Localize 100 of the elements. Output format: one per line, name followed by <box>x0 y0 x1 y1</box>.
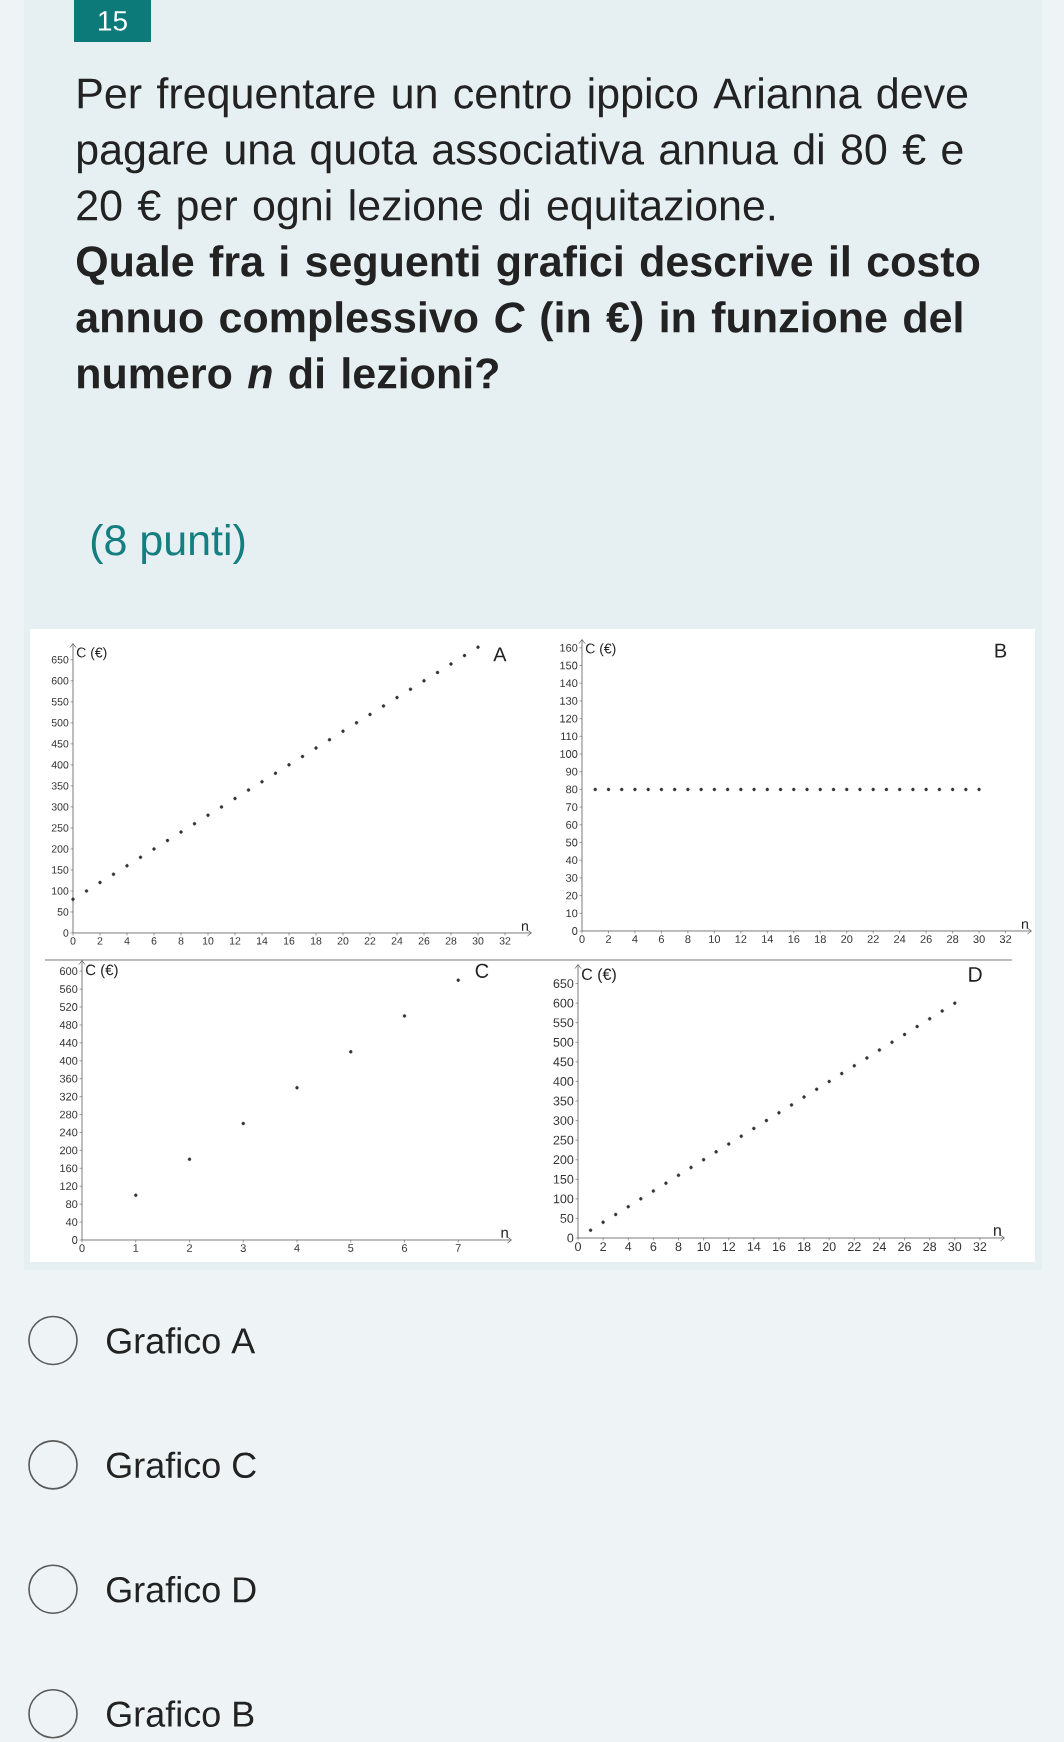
point <box>449 662 453 666</box>
y-tick-label: 160 <box>560 643 578 652</box>
x-tick-label: 16 <box>283 937 295 945</box>
point <box>84 889 89 893</box>
y-tick-label: 80 <box>66 1200 78 1209</box>
point <box>246 788 251 792</box>
chart-title: C <box>475 963 489 978</box>
point <box>260 779 264 784</box>
chart-title: B <box>995 643 1007 658</box>
y-tick-label: 80 <box>566 785 578 794</box>
y-axis-title: C (€) <box>582 968 616 984</box>
y-tick-label: 130 <box>560 697 578 705</box>
text: Grafico B <box>107 1700 254 1727</box>
x-tick-label: 24 <box>873 1242 887 1251</box>
y-tick-label: 0 <box>567 1233 574 1243</box>
point <box>341 729 345 733</box>
y-tick-label: 450 <box>51 740 69 748</box>
x-tick-label: 26 <box>418 937 430 945</box>
y-tick-label: 200 <box>59 1146 78 1155</box>
y-tick-label: 320 <box>59 1092 78 1101</box>
point <box>354 721 359 725</box>
x-tick-label: 6 <box>151 937 157 945</box>
y-tick-label: 520 <box>59 1003 78 1011</box>
x-tick-label: 4 <box>625 1242 632 1251</box>
y-tick-label: 400 <box>51 761 69 769</box>
x-tick-label: 2 <box>97 937 103 945</box>
x-tick-label: 26 <box>898 1242 911 1252</box>
x-axis-title: n <box>521 923 528 931</box>
y-tick-label: 100 <box>52 887 69 895</box>
y-tick-label: 600 <box>553 998 574 1008</box>
point <box>138 855 143 860</box>
point <box>233 796 237 801</box>
x-tick-label: 10 <box>709 935 721 943</box>
point <box>179 830 183 834</box>
x-tick-label: 7 <box>455 1244 461 1252</box>
point <box>840 1071 844 1076</box>
x-axis-title: n <box>501 1229 508 1238</box>
x-tick-label: 28 <box>923 1242 937 1252</box>
y-tick-label: 350 <box>553 1096 574 1106</box>
x-tick-label: 16 <box>788 935 800 943</box>
point <box>368 712 372 717</box>
x-tick-label: 22 <box>364 937 376 945</box>
point <box>422 679 426 683</box>
x-tick-label: 2 <box>186 1244 192 1252</box>
x-tick-label: 12 <box>722 1242 736 1251</box>
point <box>192 822 197 826</box>
y-tick-label: 0 <box>72 1236 78 1244</box>
x-tick-label: 20 <box>337 937 349 945</box>
y-tick-label: 140 <box>560 679 578 688</box>
y-tick-label: 50 <box>57 908 69 916</box>
x-tick-label: 8 <box>178 937 184 945</box>
y-tick-label: 300 <box>51 803 69 811</box>
y-axis-title: C (€) <box>85 964 118 979</box>
x-tick-label: 20 <box>822 1242 836 1252</box>
y-tick-label: 250 <box>553 1135 574 1145</box>
point <box>827 1079 831 1084</box>
point <box>187 1157 192 1162</box>
y-tick-label: 100 <box>560 750 578 758</box>
point <box>300 754 305 759</box>
y-tick-label: 30 <box>566 873 578 882</box>
x-tick-label: 20 <box>841 935 853 943</box>
point <box>402 1014 407 1018</box>
point <box>476 645 480 649</box>
x-tick-label: 30 <box>472 937 484 945</box>
point <box>241 1121 245 1126</box>
y-tick-label: 500 <box>51 719 69 727</box>
text: Grafico D <box>107 1576 256 1603</box>
x-tick-label: 18 <box>798 1242 811 1252</box>
text: Per frequentare un centro ippico Arianna deve pagare una quota associativa annua di 80 € e 20 € per ogni lezione di equitazione. <box>77 77 968 230</box>
point <box>349 1050 353 1054</box>
y-tick-label: 50 <box>560 1213 574 1223</box>
y-tick-label: 600 <box>51 677 69 685</box>
chart-title: D <box>969 967 982 982</box>
text: Quale fra i seguenti grafici descrive il costo annuo complessivo C (in €) in funzione del numero n di lezioni? <box>76 245 980 389</box>
point <box>664 1181 668 1185</box>
x-tick-label: 3 <box>240 1244 246 1252</box>
y-axis-title: C (€) <box>76 647 107 661</box>
point <box>701 1158 706 1162</box>
y-tick-label: 440 <box>59 1038 78 1047</box>
point <box>219 805 224 809</box>
y-tick-label: 600 <box>60 967 78 976</box>
x-tick-label: 4 <box>632 935 638 943</box>
point <box>865 1056 869 1060</box>
x-tick-label: 8 <box>685 935 691 943</box>
point <box>125 864 129 868</box>
y-tick-label: 150 <box>560 661 578 670</box>
y-tick-label: 40 <box>565 856 578 865</box>
x-tick-label: 24 <box>391 937 403 945</box>
y-tick-label: 300 <box>553 1116 574 1125</box>
x-tick-label: 32 <box>499 937 511 945</box>
point <box>727 1142 731 1146</box>
point <box>111 872 116 876</box>
point <box>689 1165 693 1170</box>
x-tick-label: 22 <box>847 1242 861 1251</box>
point <box>601 1220 605 1225</box>
x-tick-label: 18 <box>814 935 826 943</box>
x-tick-label: 1 <box>133 1244 139 1252</box>
point <box>295 1085 299 1090</box>
x-tick-label: 2 <box>600 1242 606 1251</box>
x-tick-label: 22 <box>867 935 879 943</box>
